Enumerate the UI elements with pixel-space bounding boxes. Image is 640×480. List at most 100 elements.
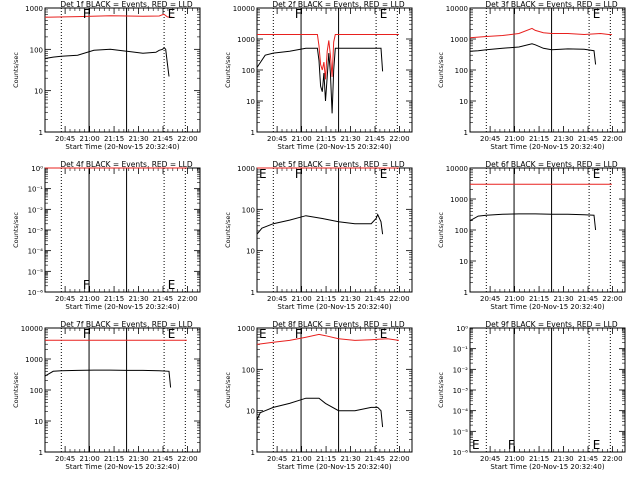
y-tick-label: 10000	[21, 325, 43, 333]
y-tick-label: 10000	[233, 5, 255, 13]
x-tick-label: 21:30	[553, 455, 573, 463]
chart-panel-4: Det 4f BLACK = Events, RED = LLD 10⁻⁶ 10⁻⁵…	[12, 160, 201, 311]
y-tick-label: 100	[30, 46, 43, 54]
marker-f: F	[295, 327, 302, 341]
y-tick-label: 1	[39, 129, 43, 137]
x-tick-label: 21:00	[79, 135, 99, 143]
y-tick-label: 10⁻⁵	[28, 268, 44, 276]
x-tick-label: 21:00	[79, 295, 99, 303]
x-tick-label: 21:30	[553, 135, 573, 143]
marker-f: F	[83, 7, 90, 21]
x-tick-label: 20:45	[267, 295, 287, 303]
y-tick-label: 100	[455, 227, 468, 235]
lld-series-line	[44, 13, 173, 18]
x-tick-label: 21:15	[316, 295, 336, 303]
chart-title: Det 5f BLACK = Events, RED = LLD	[272, 160, 405, 169]
events-series-line	[256, 213, 384, 235]
x-tick-label: 20:45	[267, 455, 287, 463]
chart-panel-3: Det 3f BLACK = Events, RED = LLD 1 10 100 10…	[437, 0, 626, 151]
plot-frame	[469, 327, 626, 453]
y-tick-label: 10	[459, 98, 468, 106]
x-tick-label: 21:30	[340, 455, 360, 463]
x-tick-label: 20:45	[480, 455, 500, 463]
marker-e: E	[380, 167, 388, 181]
x-tick-label: 21:45	[153, 295, 173, 303]
x-axis-title: Start Time (20-Nov-15 20:32:40)	[490, 143, 604, 151]
chart-title: Det 2f BLACK = Events, RED = LLD	[272, 0, 405, 9]
x-tick-label: 20:45	[267, 135, 287, 143]
marker-e: E	[259, 327, 267, 341]
y-axis-title: Counts/sec	[437, 52, 445, 88]
marker-f: F	[83, 278, 90, 292]
x-tick-label: 21:45	[578, 135, 598, 143]
y-tick-label: 10	[459, 258, 468, 266]
y-tick-label: 100	[30, 387, 43, 395]
y-tick-label: 100	[242, 67, 255, 75]
y-tick-label: 10⁻⁶	[453, 449, 469, 457]
x-tick-label: 21:15	[104, 455, 124, 463]
plot-frame	[469, 7, 626, 133]
marker-e: E	[380, 7, 388, 21]
chart-title: Det 7f BLACK = Events, RED = LLD	[60, 320, 193, 329]
y-tick-label: 1000	[237, 325, 255, 333]
marker-e: E	[168, 7, 176, 21]
chart-panel-7: Det 7f BLACK = Events, RED = LLD 1 10 100 10…	[12, 320, 201, 471]
x-axis-title: Start Time (20-Nov-15 20:32:40)	[65, 463, 179, 471]
y-tick-label: 1	[251, 289, 255, 297]
x-tick-label: 21:15	[316, 135, 336, 143]
x-tick-label: 20:45	[55, 135, 75, 143]
y-tick-label: 1	[251, 449, 255, 457]
chart-title: Det 9f BLACK = Events, RED = LLD	[485, 320, 618, 329]
y-tick-label: 10⁻³	[28, 227, 44, 235]
x-tick-label: 21:15	[529, 455, 549, 463]
y-tick-label: 10⁻⁵	[453, 428, 469, 436]
x-axis-title: Start Time (20-Nov-15 20:32:40)	[277, 303, 391, 311]
y-tick-label: 10	[246, 98, 255, 106]
x-tick-label: 21:30	[128, 455, 148, 463]
x-tick-label: 21:30	[128, 295, 148, 303]
y-axis-title: Counts/sec	[437, 212, 445, 248]
y-tick-label: 10⁻⁶	[28, 289, 44, 297]
events-series-line	[469, 43, 597, 65]
marker-e: E	[593, 7, 601, 21]
chart-panel-9: Det 9f BLACK = Events, RED = LLD 10⁻⁶ 10⁻⁵…	[437, 320, 626, 471]
lld-series-line	[257, 34, 399, 80]
y-tick-label: 1000	[450, 36, 468, 44]
chart-panel-1: Det 1f BLACK = Events, RED = LLD 1 10 100 10…	[12, 0, 201, 151]
x-tick-label: 22:00	[389, 135, 409, 143]
marker-e: E	[168, 327, 176, 341]
y-tick-label: 1	[464, 289, 468, 297]
y-tick-label: 10⁻³	[453, 387, 469, 395]
y-tick-label: 10⁻¹	[28, 186, 44, 194]
x-tick-label: 21:00	[291, 455, 311, 463]
y-tick-label: 1000	[25, 5, 43, 13]
y-tick-label: 10⁰	[456, 325, 468, 333]
chart-panel-8: Det 8f BLACK = Events, RED = LLD 1 10 100 10…	[224, 320, 413, 471]
x-tick-label: 21:30	[128, 135, 148, 143]
x-tick-label: 21:00	[291, 295, 311, 303]
y-tick-label: 10	[34, 88, 43, 96]
x-tick-label: 20:45	[55, 295, 75, 303]
x-tick-label: 21:30	[553, 295, 573, 303]
x-tick-label: 22:00	[602, 455, 622, 463]
chart-panel-5: Det 5f BLACK = Events, RED = LLD 1 10 100 10…	[224, 160, 413, 311]
y-tick-label: 10⁻²	[453, 366, 469, 374]
y-axis-title: Counts/sec	[12, 372, 20, 408]
x-tick-label: 21:00	[504, 135, 524, 143]
marker-e: E	[168, 278, 176, 292]
y-axis-title: Counts/sec	[437, 372, 445, 408]
x-tick-label: 21:45	[153, 135, 173, 143]
plot-frame	[44, 7, 201, 133]
plot-frame	[256, 7, 413, 133]
x-tick-label: 22:00	[602, 135, 622, 143]
x-tick-label: 20:45	[480, 295, 500, 303]
y-axis-title: Counts/sec	[224, 372, 232, 408]
x-tick-label: 22:00	[177, 455, 197, 463]
y-tick-label: 100	[242, 366, 255, 374]
y-tick-label: 100	[242, 206, 255, 214]
x-tick-label: 21:00	[291, 135, 311, 143]
marker-f: F	[83, 327, 90, 341]
y-tick-label: 10⁻⁴	[453, 408, 469, 416]
y-tick-label: 1	[464, 129, 468, 137]
y-axis-title: Counts/sec	[12, 212, 20, 248]
